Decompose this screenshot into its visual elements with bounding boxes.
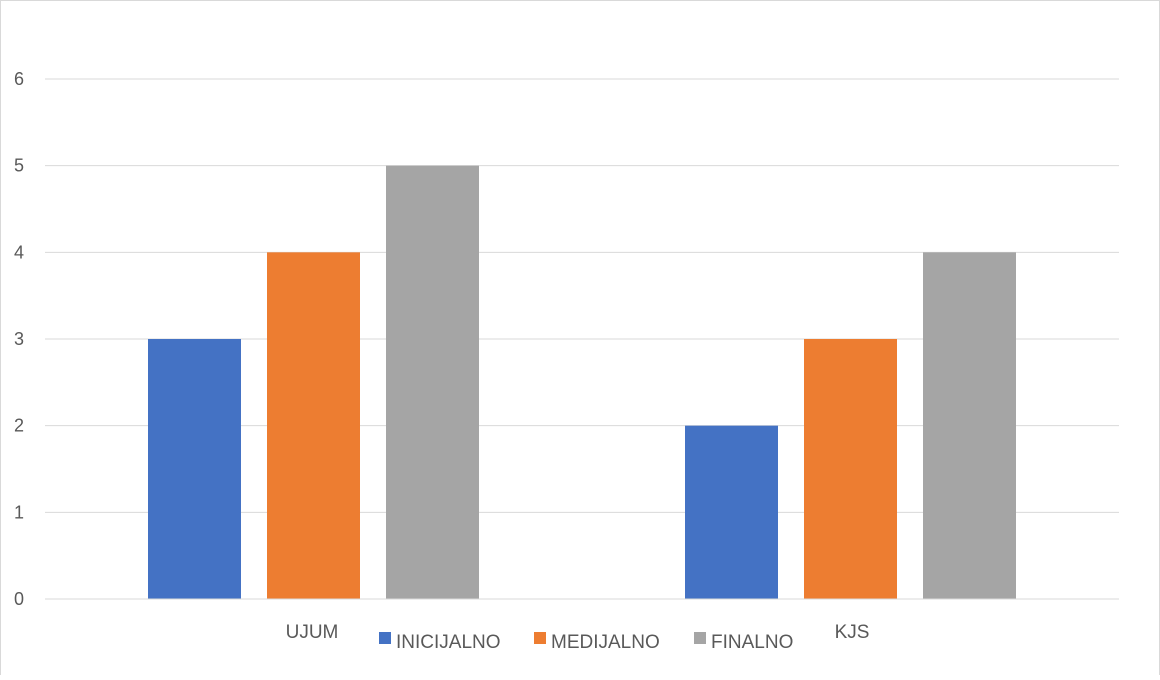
legend-label: INICIJALNO	[396, 632, 501, 653]
y-tick-label: 1	[14, 502, 24, 522]
category-label: KJS	[835, 622, 870, 643]
y-tick-label: 3	[14, 329, 24, 349]
legend: INICIJALNO MEDIJALNO FINALNO	[379, 632, 793, 653]
legend-label: MEDIJALNO	[551, 632, 660, 653]
category-label: UJUM	[286, 622, 339, 643]
legend-swatch	[694, 632, 706, 644]
bar-medijalno-ujum	[267, 252, 360, 600]
y-tick-label: 5	[14, 156, 24, 176]
y-tick-label: 0	[14, 589, 24, 609]
bar-finalno-kjs	[923, 252, 1016, 600]
bars	[148, 165, 1016, 600]
y-tick-label: 4	[14, 242, 24, 262]
legend-label: FINALNO	[711, 632, 793, 653]
bar-medijalno-kjs	[804, 339, 897, 599]
bar-inicijalno-ujum	[148, 339, 241, 599]
y-tick-label: 2	[14, 416, 24, 436]
legend-swatch	[534, 632, 546, 644]
y-tick-label: 6	[14, 69, 24, 89]
bar-finalno-ujum	[386, 165, 479, 599]
bar-inicijalno-kjs	[685, 425, 778, 599]
y-axis-ticks: 0 1 2 3 4 5 6	[14, 69, 24, 609]
legend-swatch	[379, 632, 391, 644]
category-labels: UJUM KJS	[286, 622, 870, 643]
